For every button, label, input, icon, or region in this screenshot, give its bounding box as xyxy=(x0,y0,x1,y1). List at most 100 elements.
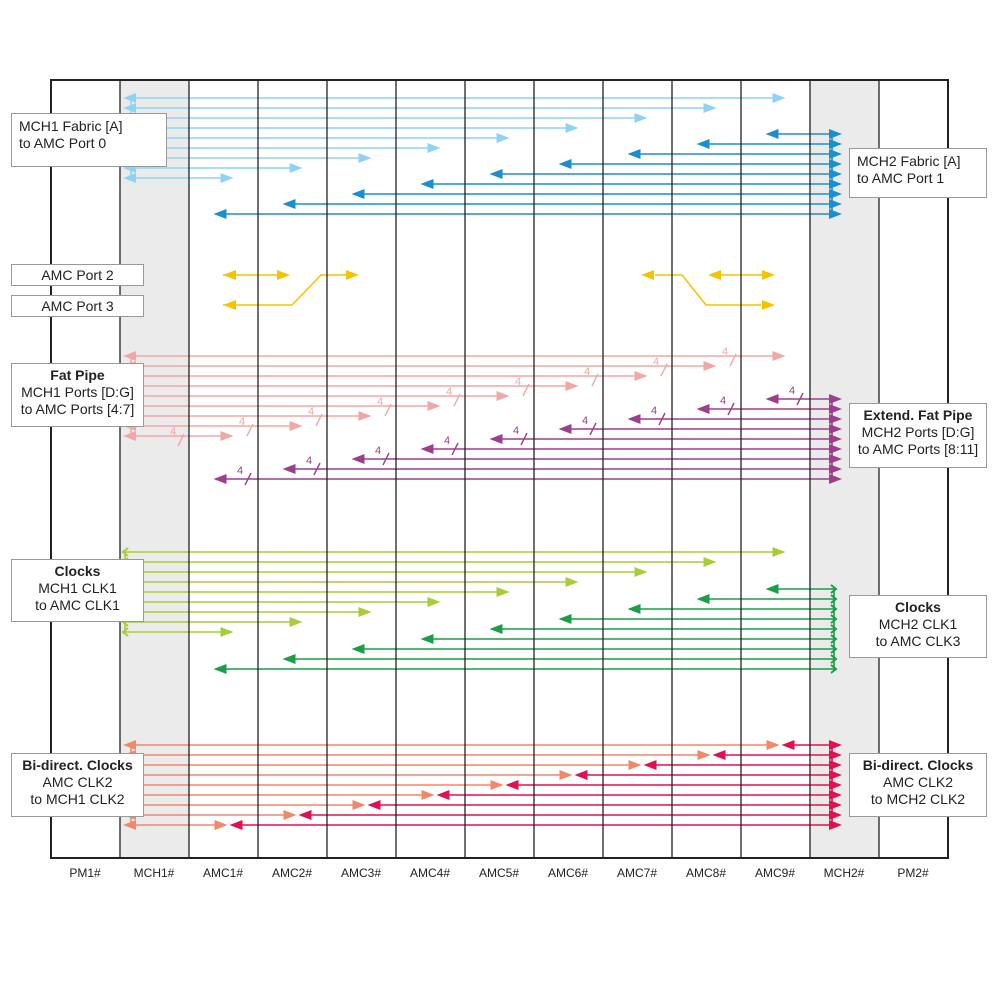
ext-fat-pipe-arrow-left xyxy=(489,434,503,444)
clocks-mch2-label: Clocks MCH2 CLK1 to AMC CLK3 xyxy=(849,595,987,658)
bidir-mch1-arrow-right xyxy=(559,770,573,780)
bidir-mch2-arrow-left xyxy=(712,750,726,760)
ext-fat-pipe-arrow-left xyxy=(696,404,710,414)
lane-width-label: 4 xyxy=(789,385,795,397)
amc-port2-label: AMC Port 2 xyxy=(11,264,144,286)
amc-port3-text: AMC Port 3 xyxy=(41,298,114,314)
mch2-fabric-arrow-left xyxy=(489,169,503,179)
mch2-fabric-label: MCH2 Fabric [A] to AMC Port 1 xyxy=(849,148,987,198)
slot-label-pm2: PM2# xyxy=(897,866,929,880)
lane-slash xyxy=(382,452,390,466)
ext-fat-pipe-line1: MCH2 Ports [D:G] xyxy=(861,424,975,440)
bidir-mch1-arrow-right xyxy=(352,800,366,810)
amc-port3-arrow xyxy=(762,300,775,310)
ext-fat-pipe-arrow-left xyxy=(627,414,641,424)
mch2-fabric-arrow-left xyxy=(696,139,710,149)
lane-width-label: 4 xyxy=(306,455,312,467)
clocks-mch2-arrow xyxy=(420,634,434,644)
amc-port3-arrow xyxy=(641,270,654,280)
fat-pipe-label: Fat Pipe MCH1 Ports [D:G] to AMC Ports [… xyxy=(11,363,144,427)
slot-label-mch1: MCH1# xyxy=(133,866,175,880)
slot-label-amc7: AMC7# xyxy=(616,866,657,880)
bidir-mch1-arrow-left xyxy=(123,740,136,750)
clocks-mch1-arrow xyxy=(427,597,441,607)
ext-fat-pipe-arrow-left xyxy=(351,454,365,464)
slot-label-amc2: AMC2# xyxy=(271,866,312,880)
ext-fat-pipe-arrow-left xyxy=(765,394,779,404)
amc-port3-arrow xyxy=(346,270,359,280)
fat-pipe-arrow-right xyxy=(427,401,441,411)
mch1-fabric-arrow-right xyxy=(565,123,579,133)
bidir-mch2-line2: to MCH2 CLK2 xyxy=(870,791,966,807)
mch2-fabric-arrow-left xyxy=(627,149,641,159)
clocks-mch1-title: Clocks xyxy=(54,563,101,579)
mch2-fabric-arrow-left xyxy=(765,129,779,139)
clocks-mch2-source xyxy=(830,604,838,614)
clocks-mch2-title: Clocks xyxy=(895,599,941,615)
lane-slash xyxy=(589,422,597,436)
lane-slash xyxy=(591,373,599,387)
mch2-fabric-line2: to AMC Port 1 xyxy=(857,170,945,186)
clocks-mch1-arrow xyxy=(358,607,372,617)
bidir-mch1-arrow-right xyxy=(421,790,435,800)
fat-pipe-arrow-right xyxy=(703,361,717,371)
fat-pipe-arrow-left xyxy=(123,431,136,441)
mch1-fabric-arrow-right xyxy=(220,173,234,183)
clocks-mch1-source xyxy=(121,627,129,637)
fat-pipe-arrow-right xyxy=(289,421,303,431)
fat-pipe-arrow-right xyxy=(634,371,648,381)
lane-slash xyxy=(313,462,321,476)
lane-slash xyxy=(451,442,459,456)
fat-pipe-arrow-right xyxy=(220,431,234,441)
fat-pipe-arrow-left xyxy=(123,351,136,361)
mch1-fabric-line2: to AMC Port 0 xyxy=(19,135,107,151)
bidir-mch2-arrow-left xyxy=(781,740,795,750)
ext-fat-pipe-arrow-left xyxy=(282,464,296,474)
bidir-mch2-arrow-left xyxy=(643,760,657,770)
clocks-mch2-arrow xyxy=(627,604,641,614)
ext-fat-pipe-arrow-left xyxy=(420,444,434,454)
ext-fat-pipe-line2: to AMC Ports [8:11] xyxy=(857,441,979,457)
fat-pipe-arrow-right xyxy=(358,411,372,421)
clocks-mch2-arrow xyxy=(558,614,572,624)
bidir-mch2-arrow-left xyxy=(367,800,381,810)
clocks-mch2-arrow xyxy=(489,624,503,634)
mch1-fabric-label: MCH1 Fabric [A] to AMC Port 0 xyxy=(11,113,167,167)
slot-label-amc1: AMC1# xyxy=(202,866,243,880)
lane-slash xyxy=(177,433,185,447)
mch2-fabric-arrow-left xyxy=(558,159,572,169)
slot-fills xyxy=(120,80,879,858)
clocks-mch2-source xyxy=(830,614,838,624)
clocks-mch2-source xyxy=(830,654,838,664)
slot-label-amc6: AMC6# xyxy=(547,866,588,880)
clocks-mch2-source xyxy=(830,624,838,634)
fat-pipe-line2: to AMC Ports [4:7] xyxy=(20,401,135,417)
mch1-fabric-arrow-left xyxy=(123,103,136,113)
ext-fat-pipe-title: Extend. Fat Pipe xyxy=(863,407,973,423)
ext-fat-pipe-label: Extend. Fat Pipe MCH2 Ports [D:G] to AMC… xyxy=(849,403,987,468)
clocks-mch2-source xyxy=(830,594,838,604)
slot-label-amc9: AMC9# xyxy=(754,866,795,880)
slot-label-amc8: AMC8# xyxy=(685,866,726,880)
amc-port2-arrow xyxy=(762,270,775,280)
lane-width-label: 4 xyxy=(584,366,590,378)
amc-port2-arrow xyxy=(223,270,236,280)
clocks-mch1-arrow xyxy=(496,587,510,597)
mch1-slot-fill xyxy=(120,80,189,858)
bidir-mch1-arrow-right xyxy=(697,750,711,760)
clocks-mch2-source xyxy=(830,584,838,594)
lane-slash xyxy=(796,392,804,406)
mch2-fabric-arrow-left xyxy=(213,209,227,219)
clocks-mch1-label: Clocks MCH1 CLK1 to AMC CLK1 xyxy=(11,559,144,622)
lane-width-label: 4 xyxy=(375,445,381,457)
bidir-mch2-arrow-left xyxy=(229,820,243,830)
lane-slash xyxy=(246,423,254,437)
clocks-mch2-source xyxy=(830,634,838,644)
mch1-fabric-arrow-right xyxy=(289,163,303,173)
lane-slash xyxy=(660,363,668,377)
clocks-mch1-line2: to AMC CLK1 xyxy=(35,597,120,613)
mch1-fabric-arrow-left xyxy=(123,93,136,103)
bidir-mch1-arrow-right xyxy=(628,760,642,770)
clocks-mch2-line1: MCH2 CLK1 xyxy=(878,616,958,632)
lane-slash xyxy=(727,402,735,416)
